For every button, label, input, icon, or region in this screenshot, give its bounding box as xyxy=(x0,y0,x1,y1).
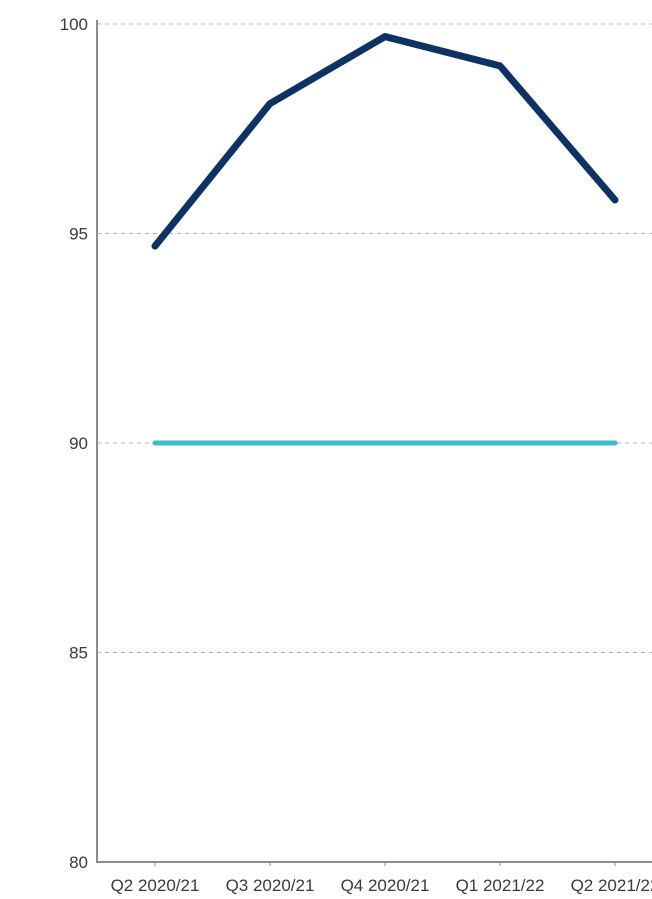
y-tick-labels: 80 85 90 95 100 xyxy=(60,15,88,872)
y-tick-label: 90 xyxy=(69,434,88,453)
gridlines xyxy=(97,23,652,653)
y-tick-label: 85 xyxy=(69,644,88,663)
series-line-1 xyxy=(151,33,619,250)
y-tick-label: 80 xyxy=(69,853,88,872)
x-tick-label: Q2 2021/22 xyxy=(571,876,652,895)
x-tick-label: Q2 2020/21 xyxy=(111,876,200,895)
y-tick-label: 100 xyxy=(60,15,88,34)
x-tick-labels: Q2 2020/21 Q3 2020/21 Q4 2020/21 Q1 2021/22… xyxy=(111,862,652,895)
y-tick-label: 95 xyxy=(69,225,88,244)
x-tick-label: Q4 2020/21 xyxy=(341,876,430,895)
axes xyxy=(96,20,652,863)
series-lines xyxy=(151,33,619,446)
x-tick-label: Q1 2021/22 xyxy=(456,876,545,895)
x-tick-label: Q3 2020/21 xyxy=(226,876,315,895)
